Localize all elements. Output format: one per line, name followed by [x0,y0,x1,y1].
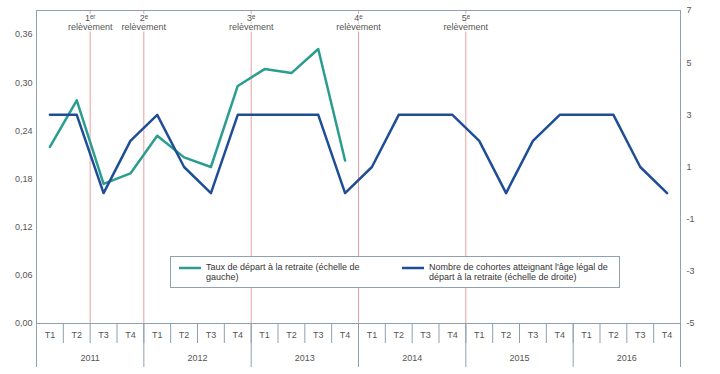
svg-text:T2: T2 [71,330,82,340]
svg-text:2015: 2015 [509,353,529,363]
svg-text:T4: T4 [447,330,458,340]
svg-text:-3: -3 [687,266,695,276]
svg-text:2012: 2012 [187,353,207,363]
svg-text:T4: T4 [232,330,243,340]
svg-text:2013: 2013 [295,353,315,363]
svg-text:3: 3 [687,110,692,120]
svg-text:T3: T3 [635,330,646,340]
svg-text:T3: T3 [98,330,109,340]
svg-text:T4: T4 [554,330,565,340]
svg-text:3ᵉrelèvement: 3ᵉrelèvement [229,13,274,33]
svg-text:5ᵉrelèvement: 5ᵉrelèvement [444,13,489,33]
svg-text:0,36: 0,36 [15,29,33,39]
svg-text:T1: T1 [259,330,270,340]
svg-text:0,18: 0,18 [15,174,33,184]
svg-text:T1: T1 [367,330,378,340]
html-text:Nombre de cohortes atteignant: Nombre de cohortes atteignant l'âge léga… [429,262,608,282]
svg-text:2014: 2014 [402,353,422,363]
svg-text:4ᵉrelèvement: 4ᵉrelèvement [336,13,381,33]
svg-text:T1: T1 [45,330,56,340]
svg-text:0,24: 0,24 [15,126,33,136]
svg-text:T4: T4 [125,330,136,340]
svg-text:T4: T4 [662,330,673,340]
svg-text:T3: T3 [420,330,431,340]
svg-text:T3: T3 [313,330,324,340]
svg-text:T1: T1 [152,330,163,340]
svg-text:T3: T3 [528,330,539,340]
svg-text:1ᵉʳrelèvement: 1ᵉʳrelèvement [68,13,113,33]
svg-text:T2: T2 [501,330,512,340]
html-text:Taux de départ à la retraite (: Taux de départ à la retraite (échelle de… [206,262,360,282]
svg-text:T4: T4 [340,330,351,340]
svg-text:T2: T2 [393,330,404,340]
svg-text:T1: T1 [474,330,485,340]
svg-text:2011: 2011 [80,353,99,363]
svg-text:7: 7 [687,5,692,15]
svg-text:0,12: 0,12 [15,222,33,232]
svg-text:0,06: 0,06 [15,270,33,280]
svg-text:5: 5 [687,58,692,68]
svg-text:1: 1 [687,162,692,172]
svg-text:T3: T3 [206,330,217,340]
svg-text:2ᵉrelèvement: 2ᵉrelèvement [122,13,167,33]
svg-text:0,30: 0,30 [15,78,33,88]
svg-text:0,00: 0,00 [15,318,33,328]
svg-text:T2: T2 [608,330,619,340]
svg-text:2016: 2016 [617,353,637,363]
svg-text:T2: T2 [179,330,190,340]
svg-text:T2: T2 [286,330,297,340]
svg-text:T1: T1 [581,330,592,340]
svg-text:-1: -1 [687,214,695,224]
svg-text:-5: -5 [687,318,695,328]
